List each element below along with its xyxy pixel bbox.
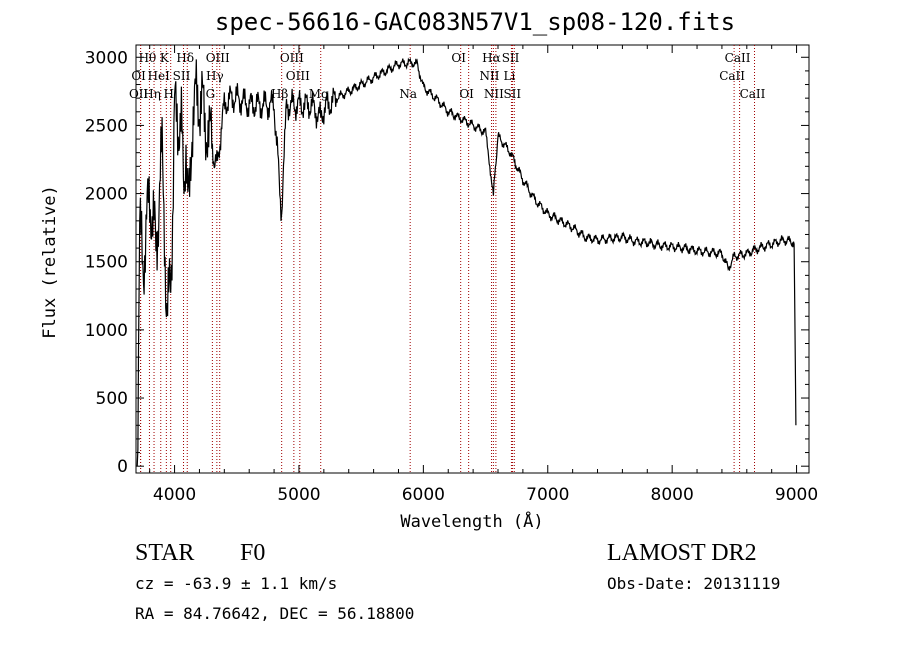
y-tick-label: 0 [117,457,128,477]
line-marker-label: OIII [280,51,304,65]
y-tick-label: 3000 [85,48,128,68]
line-marker-label: HeI [148,69,171,83]
line-marker-label: SII [173,69,191,83]
line-marker-label: CaII [740,87,766,101]
obs-date: Obs-Date: 20131119 [607,574,781,593]
line-marker-label: CaII [725,51,751,65]
line-marker-label: K [160,51,170,65]
y-tick-label: 2000 [85,185,128,205]
line-marker-label: OII [129,87,149,101]
line-marker-label: OIII [286,69,310,83]
x-axis-label: Wavelength (Å) [400,512,544,532]
line-marker-label: Mg [309,87,329,101]
redshift-cz: cz = -63.9 ± 1.1 km/s [135,574,338,593]
object-class: STAR [135,540,195,566]
line-marker-label: OIII [206,51,230,65]
line-marker-label: G [206,87,216,101]
y-axis-label: Flux (relative) [40,185,60,339]
line-marker-label: SII [502,51,520,65]
chart-title: spec-56616-GAC083N57V1_sp08-120.fits [214,8,736,36]
line-marker-label: Na [399,87,417,101]
spectrum-line [136,57,797,467]
line-marker-label: Li [504,69,516,83]
x-tick-label: 7000 [526,485,569,505]
line-marker-label: OI [451,51,466,65]
x-tick-label: 5000 [277,485,320,505]
ra-dec: RA = 84.76642, DEC = 56.18800 [135,604,415,623]
x-tick-label: 6000 [402,485,445,505]
line-marker-label: SII [503,87,521,101]
x-tick-label: 4000 [153,485,196,505]
x-tick-label: 9000 [775,485,818,505]
y-tick-label: 1500 [85,253,128,273]
line-marker-label: H [163,87,173,101]
plot-frame [135,44,810,474]
line-marker-label: OI [459,87,474,101]
line-marker-label: NII [484,87,504,101]
line-marker-label: Hθ [139,51,157,65]
y-tick-label: 1000 [85,321,128,341]
survey-label: LAMOST DR2 [607,540,757,566]
x-tick-label: 8000 [651,485,694,505]
line-marker-label: Hγ [206,69,224,83]
line-marker-label: CaII [719,69,745,83]
y-tick-label: 2500 [85,116,128,136]
line-marker-label: Hβ [271,87,288,101]
object-subclass: F0 [240,540,266,566]
line-marker-label: Hδ [176,51,194,65]
y-tick-label: 500 [96,389,128,409]
line-marker-label: OI [131,69,146,83]
line-marker-label: NII [480,69,500,83]
line-marker-label: Hη [143,87,161,101]
